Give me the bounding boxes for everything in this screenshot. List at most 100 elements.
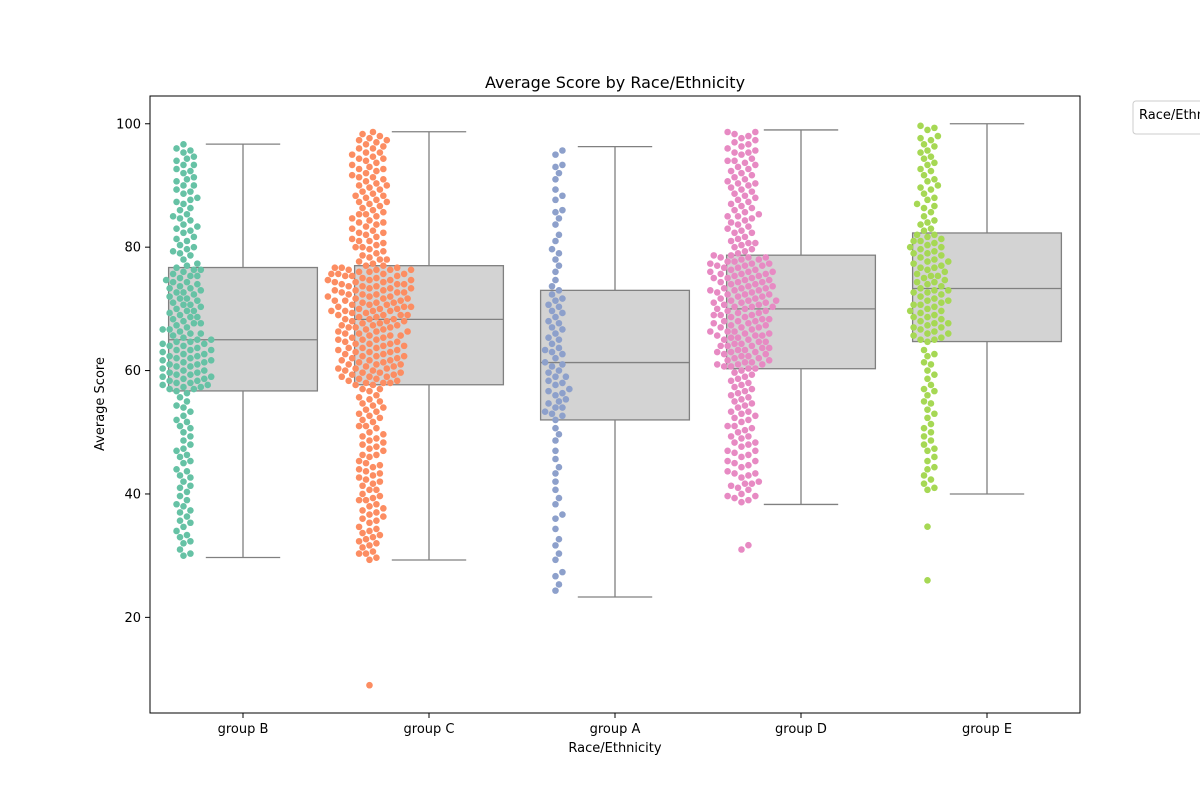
swarm-point [187, 482, 194, 490]
swarm-point [187, 346, 194, 354]
swarm-point [566, 385, 573, 393]
swarm-point [938, 282, 945, 290]
swarm-point [393, 377, 401, 385]
swarm-point [187, 371, 194, 378]
swarm-point [745, 394, 752, 401]
swarm-point [941, 276, 949, 284]
swarm-point [720, 284, 728, 292]
swarm-point [745, 149, 752, 156]
swarm-point [755, 354, 763, 362]
swarm-point [769, 282, 776, 290]
swarm-point [710, 274, 718, 282]
swarm-point [734, 361, 742, 368]
swarm-point [734, 334, 742, 341]
swarm-point [752, 365, 759, 372]
swarm-point [752, 447, 759, 455]
swarm-point [380, 350, 387, 358]
swarm-point [373, 344, 380, 352]
swarm-point [366, 276, 373, 284]
swarm-point [931, 256, 938, 263]
swarm-point [559, 350, 566, 358]
swarm-point [373, 451, 380, 459]
swarm-point [924, 486, 931, 494]
swarm-point [187, 284, 194, 292]
swarm-point [552, 572, 559, 580]
swarm-point [927, 361, 935, 368]
swarm-point [373, 486, 380, 494]
swarm-point [373, 554, 380, 562]
swarm-point [559, 511, 566, 518]
swarm-point [752, 492, 759, 500]
swarm-point [383, 198, 391, 206]
swarm-point [194, 260, 201, 267]
swarm-point [924, 322, 931, 329]
swarm-point [190, 291, 198, 298]
swarm-point [187, 474, 194, 481]
swarm-point [176, 394, 184, 401]
swarm-point [176, 215, 184, 222]
swarm-point [207, 336, 215, 344]
swarm-point [924, 406, 931, 413]
swarm-point [348, 215, 356, 222]
swarm-point [762, 254, 770, 261]
swarm-point [745, 132, 752, 140]
swarm-point [183, 278, 191, 286]
swarm-point [559, 147, 566, 154]
swarm-point [552, 542, 559, 549]
swarm-point [390, 315, 398, 323]
swarm-point [738, 340, 745, 348]
swarm-point [400, 289, 408, 296]
swarm-point [362, 422, 370, 430]
swarm-point [931, 264, 938, 272]
swarm-point [366, 681, 373, 689]
swarm-point [720, 301, 728, 309]
swarm-point [338, 289, 346, 296]
swarm-point [731, 439, 738, 446]
swarm-point [738, 498, 745, 506]
swarm-point [552, 486, 559, 494]
swarm-point [366, 437, 373, 444]
swarm-point [720, 264, 728, 272]
swarm-group-C [324, 128, 415, 689]
swarm-point [397, 311, 404, 319]
swarm-point [748, 229, 756, 237]
swarm-point [366, 163, 373, 171]
swarm-point [355, 258, 363, 265]
swarm-point [713, 348, 721, 356]
swarm-point [917, 254, 924, 261]
swarm-point [373, 196, 380, 204]
swarm-point [762, 270, 770, 278]
swarm-point [352, 243, 359, 251]
swarm-point [334, 346, 342, 354]
swarm-point [366, 332, 373, 339]
swarm-point [731, 340, 738, 348]
swarm-point [366, 412, 373, 420]
swarm-point [706, 268, 714, 276]
swarm-point [727, 219, 735, 226]
swarm-point [758, 332, 766, 339]
swarm-point [200, 375, 208, 383]
swarm-point [727, 200, 735, 208]
swarm-point [710, 252, 718, 259]
swarm-point [369, 548, 377, 555]
swarm-point [917, 221, 924, 228]
swarm-point [924, 457, 931, 465]
swarm-point [190, 319, 198, 327]
swarm-point [559, 379, 566, 387]
swarm-point [194, 223, 201, 230]
swarm-point [938, 315, 945, 323]
swarm-point [924, 297, 931, 304]
swarm-point [910, 260, 917, 267]
swarm-point [931, 278, 938, 286]
swarm-point [772, 297, 780, 304]
swarm-point [755, 301, 763, 309]
swarm-point [345, 266, 352, 274]
swarm-point [738, 270, 745, 278]
x-tick-label: group B [218, 722, 269, 737]
swarm-point [183, 389, 191, 397]
swarm-point [173, 402, 180, 409]
swarm-point [548, 340, 556, 348]
swarm-point [920, 441, 928, 448]
swarm-point [352, 340, 359, 348]
swarm-point [745, 441, 752, 448]
